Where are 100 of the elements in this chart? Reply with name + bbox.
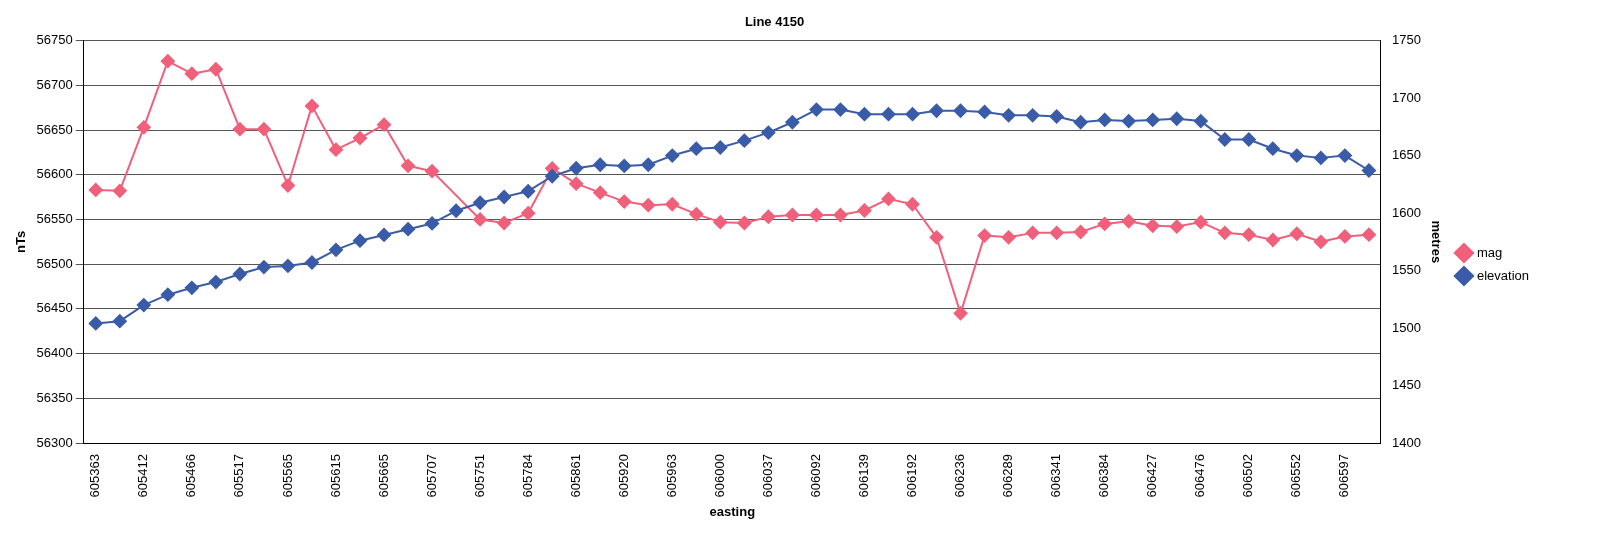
point xyxy=(1097,112,1112,127)
point xyxy=(136,120,151,135)
legend-label: mag xyxy=(1476,244,1503,260)
x-tick-label: 605615 xyxy=(327,454,343,498)
point xyxy=(160,54,175,69)
point xyxy=(665,148,680,163)
point xyxy=(328,142,343,157)
y2-axis-title: metres xyxy=(1429,220,1445,264)
x-tick-label: 605963 xyxy=(663,454,679,498)
point xyxy=(617,194,632,209)
point xyxy=(929,230,944,245)
point xyxy=(1049,225,1064,240)
y2-tick-label: 1700 xyxy=(1391,89,1421,105)
x-tick-label: 606000 xyxy=(711,454,727,498)
point xyxy=(1001,230,1016,245)
point xyxy=(88,316,103,331)
y-tick-label: 56700 xyxy=(36,76,73,92)
point xyxy=(881,107,896,122)
point xyxy=(304,255,319,270)
x-tick-label: 605412 xyxy=(135,454,151,498)
point xyxy=(377,117,392,132)
point xyxy=(785,115,800,130)
point xyxy=(112,314,127,329)
point xyxy=(1001,108,1016,123)
point xyxy=(809,102,824,117)
x-tick-label: 605707 xyxy=(423,454,439,498)
x-tick-label: 606476 xyxy=(1192,454,1208,498)
point xyxy=(280,258,295,273)
point xyxy=(1169,111,1184,126)
point xyxy=(569,161,584,176)
point xyxy=(425,216,440,231)
point xyxy=(593,185,608,200)
point xyxy=(977,228,992,243)
point xyxy=(641,157,656,172)
x-tick-label: 606236 xyxy=(952,454,968,498)
point xyxy=(232,267,247,281)
y-tick-label: 56550 xyxy=(36,211,73,227)
point xyxy=(1265,233,1280,248)
point xyxy=(977,104,992,119)
x-tick-label: 606092 xyxy=(808,454,823,498)
point xyxy=(208,275,223,290)
point xyxy=(1145,218,1160,233)
point xyxy=(593,157,608,172)
point xyxy=(256,122,271,137)
point xyxy=(377,227,392,242)
point xyxy=(953,306,968,321)
point xyxy=(1049,109,1064,124)
point xyxy=(1025,108,1040,123)
x-tick-label: 605517 xyxy=(231,454,247,498)
point xyxy=(1097,216,1112,231)
point xyxy=(136,298,151,313)
y-tick-label: 56500 xyxy=(36,255,73,271)
point xyxy=(473,212,488,227)
y2-tick-label: 1600 xyxy=(1391,204,1421,220)
point xyxy=(857,107,872,122)
point xyxy=(112,183,127,198)
point xyxy=(905,107,920,122)
point xyxy=(1073,115,1088,130)
point xyxy=(1289,148,1304,163)
point xyxy=(713,215,728,230)
point xyxy=(1121,114,1136,129)
point xyxy=(328,242,343,257)
point xyxy=(833,207,848,222)
point xyxy=(88,182,103,197)
y2-tick-label: 1750 xyxy=(1391,32,1421,48)
point xyxy=(881,191,896,206)
y-tick-label: 56600 xyxy=(36,166,73,182)
point xyxy=(1361,227,1376,242)
point xyxy=(953,103,968,118)
y2-tick-label: 1550 xyxy=(1391,262,1421,278)
x-tick-label: 605861 xyxy=(567,454,583,498)
y-tick-label: 56300 xyxy=(36,434,73,450)
point xyxy=(1289,226,1304,241)
point xyxy=(857,203,872,218)
x-tick-label: 606192 xyxy=(904,454,920,498)
point xyxy=(785,207,800,222)
point xyxy=(184,66,199,81)
point xyxy=(401,158,416,173)
legend-label: elevation xyxy=(1476,267,1530,283)
x-tick-label: 605920 xyxy=(615,454,631,498)
y-tick-label: 56400 xyxy=(36,345,73,361)
point xyxy=(761,125,776,140)
point xyxy=(1121,214,1136,229)
y-tick-label: 56450 xyxy=(36,300,73,316)
point xyxy=(1169,219,1184,234)
point xyxy=(833,102,848,117)
point xyxy=(641,198,656,213)
x-axis-title: easting xyxy=(709,503,756,519)
point xyxy=(1313,150,1328,165)
point xyxy=(353,233,367,248)
point xyxy=(1217,225,1232,240)
y2-tick-label: 1450 xyxy=(1391,377,1421,393)
y2-tick-label: 1400 xyxy=(1391,434,1421,450)
x-tick-label: 606037 xyxy=(759,454,775,498)
point xyxy=(1193,215,1208,230)
point xyxy=(1145,112,1160,127)
point xyxy=(809,207,824,222)
point xyxy=(1265,141,1280,156)
point xyxy=(184,280,199,295)
point xyxy=(713,140,728,155)
